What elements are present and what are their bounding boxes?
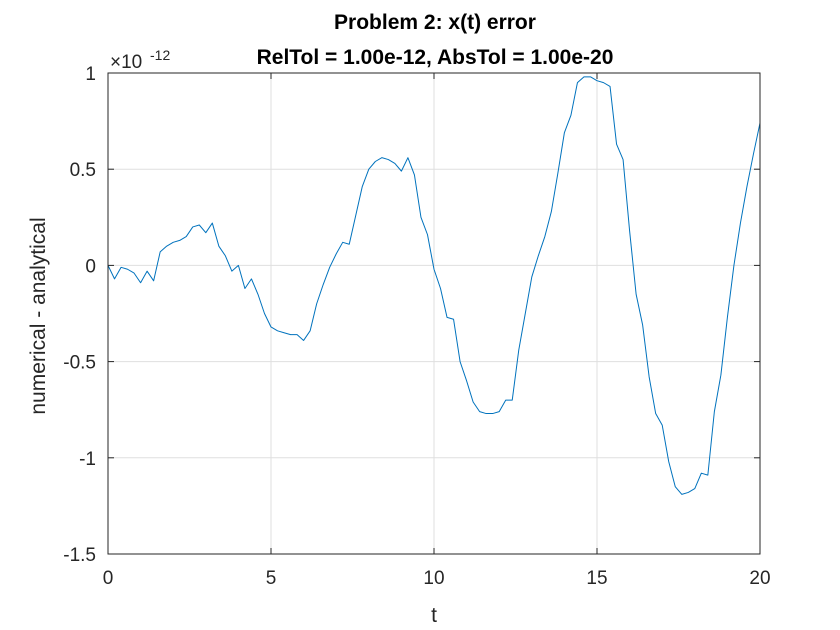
x-tick-label: 15: [586, 568, 607, 589]
x-tick-label: 20: [749, 568, 770, 589]
y-exponent-power: -12: [150, 47, 170, 63]
x-tick-label: 10: [423, 568, 444, 589]
y-tick-label: 0.5: [70, 160, 96, 181]
y-tick-label: 0: [85, 256, 96, 277]
chart-title-line1: Problem 2: x(t) error: [334, 11, 536, 34]
y-exponent-base: ×10: [110, 52, 142, 73]
y-tick-label: -1.5: [63, 545, 96, 566]
y-tick-label: -1: [79, 449, 96, 470]
y-tick-label: -0.5: [63, 353, 96, 374]
y-axis-label: numerical - analytical: [27, 217, 50, 414]
y-tick-label: 1: [85, 64, 96, 85]
x-axis-label: t: [431, 604, 437, 627]
chart-title-line2: RelTol = 1.00e-12, AbsTol = 1.00e-20: [257, 46, 614, 69]
series-layer: [107, 76, 761, 495]
x-tick-label: 0: [103, 568, 114, 589]
x-tick-label: 5: [266, 568, 277, 589]
x-tick-labels: 0 5 10 15 20: [103, 568, 771, 589]
series-line: [107, 76, 761, 495]
y-tick-labels: -1.5 -1 -0.5 0 0.5 1: [63, 64, 96, 566]
tick-marks: [107, 72, 761, 555]
y-exponent-label: ×10 -12: [110, 47, 170, 73]
